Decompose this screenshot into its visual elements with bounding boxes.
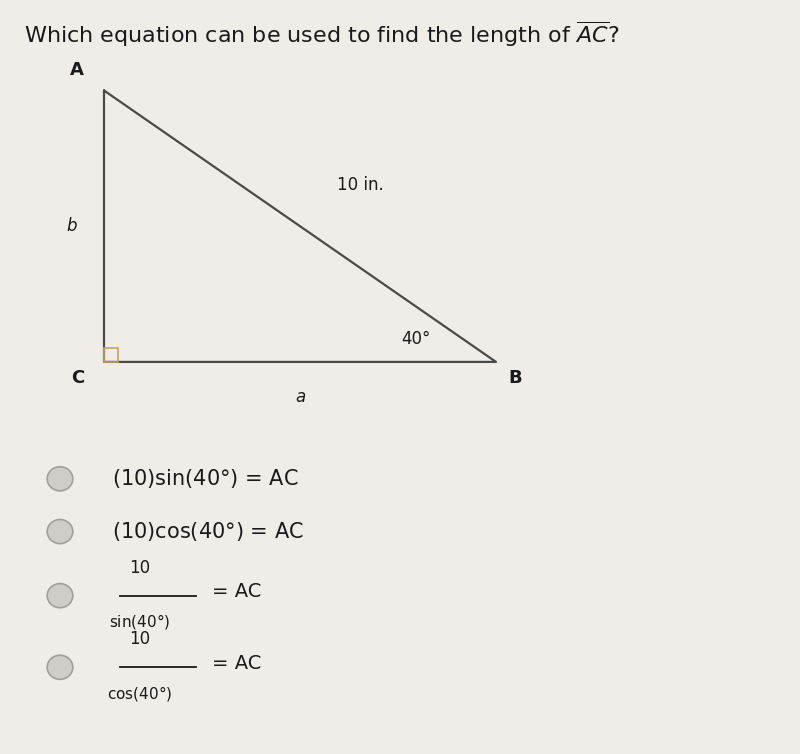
Text: C: C <box>70 369 84 388</box>
Circle shape <box>47 655 73 679</box>
Bar <box>104 348 118 362</box>
Text: = AC: = AC <box>212 654 262 673</box>
Text: 10: 10 <box>130 630 150 648</box>
Circle shape <box>47 584 73 608</box>
Text: a: a <box>295 388 305 406</box>
Text: Which equation can be used to find the length of $\overline{AC}$?: Which equation can be used to find the l… <box>24 19 619 49</box>
Text: (10)cos(40$\degree$) = AC: (10)cos(40$\degree$) = AC <box>112 520 304 543</box>
Circle shape <box>47 467 73 491</box>
Circle shape <box>47 520 73 544</box>
Text: 10 in.: 10 in. <box>337 176 383 194</box>
Text: cos(40$\degree$): cos(40$\degree$) <box>107 684 173 703</box>
Text: A: A <box>70 61 84 79</box>
Text: b: b <box>66 217 78 235</box>
Text: (10)sin(40$\degree$) = AC: (10)sin(40$\degree$) = AC <box>112 467 298 490</box>
Text: 40°: 40° <box>402 330 430 348</box>
Text: sin(40$\degree$): sin(40$\degree$) <box>110 612 170 631</box>
Text: 10: 10 <box>130 559 150 577</box>
Text: = AC: = AC <box>212 582 262 602</box>
Text: B: B <box>508 369 522 388</box>
